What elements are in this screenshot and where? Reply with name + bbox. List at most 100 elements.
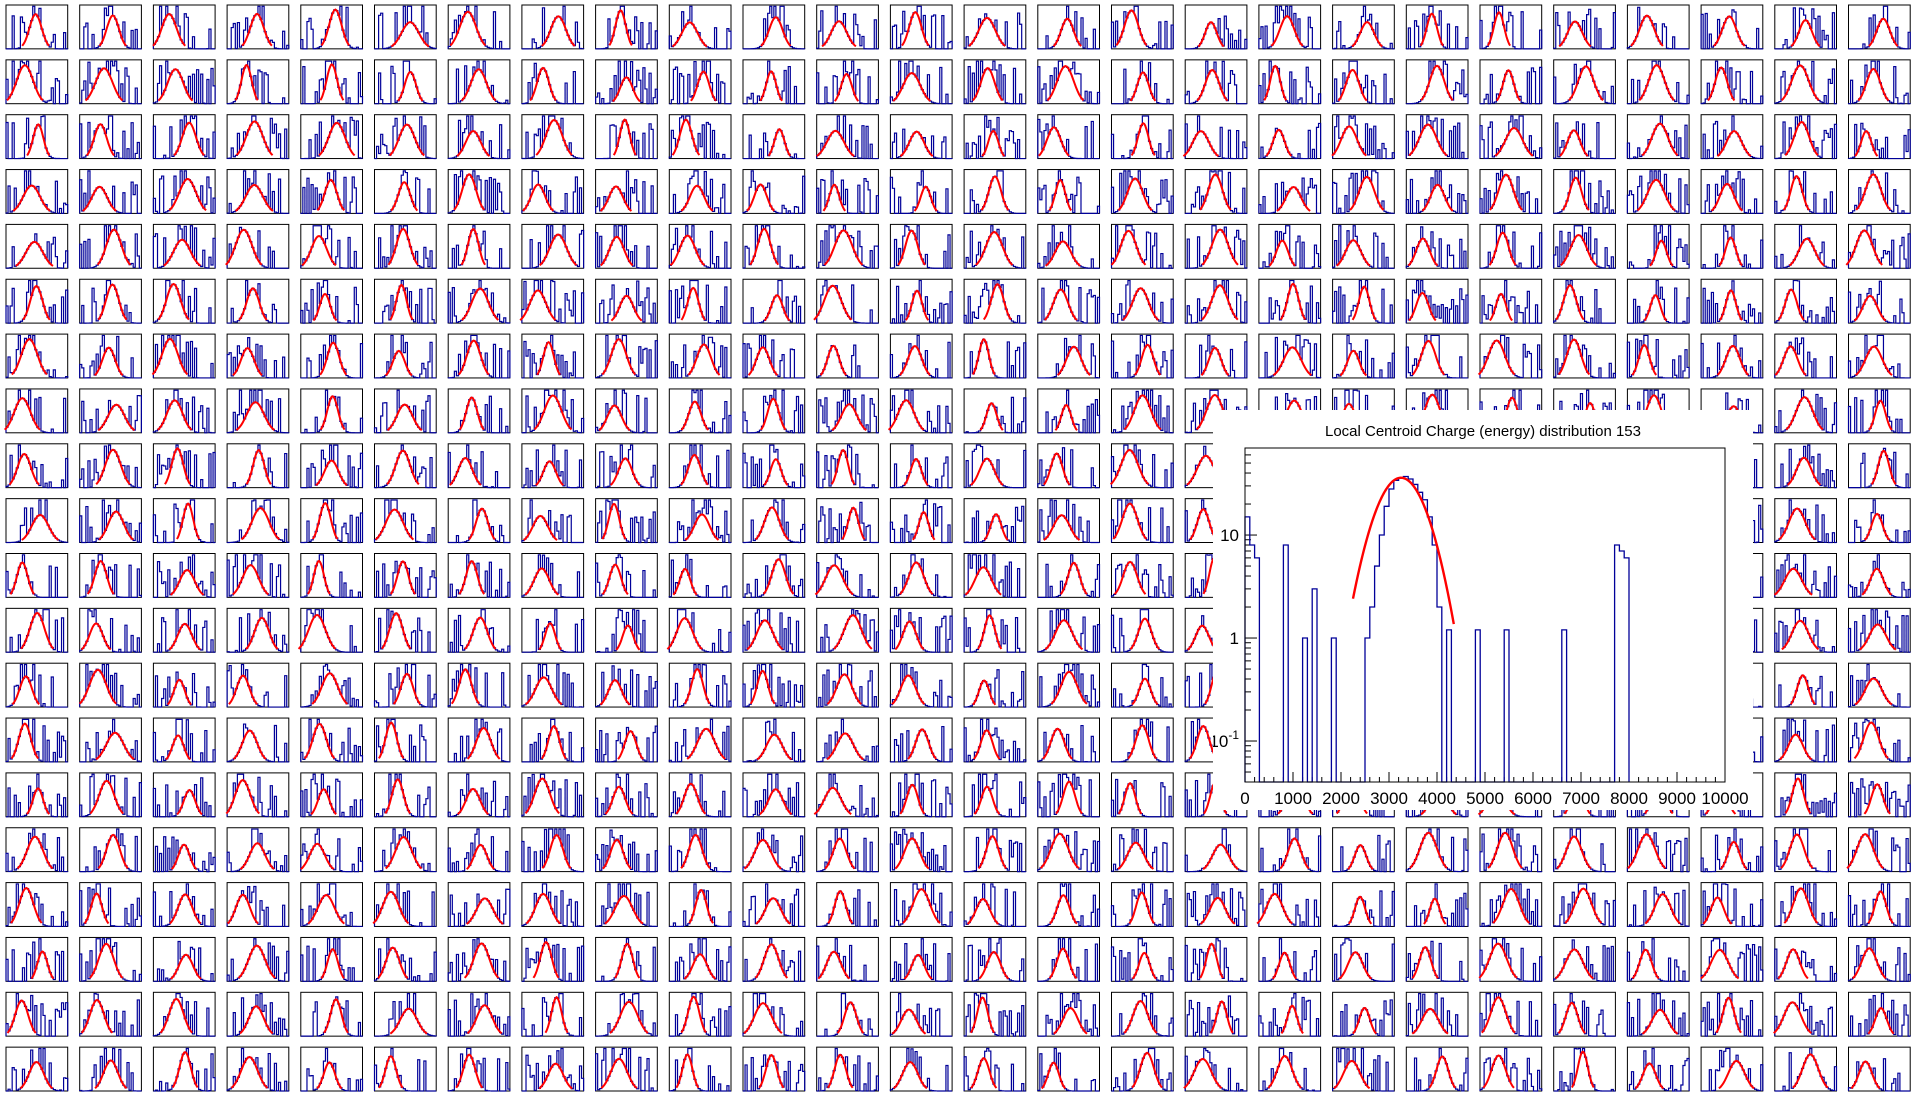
mini-histogram [1479,991,1543,1037]
mini-histogram-fit [535,460,565,487]
mini-histogram-fit [1199,896,1236,925]
mini-histogram-fit [1042,727,1073,760]
mini-histogram-bars [1110,334,1174,379]
mini-histogram [595,388,658,434]
x-tick-label: 9000 [1658,789,1696,808]
mini-histogram-fit [1559,129,1589,157]
mini-histogram [5,443,69,489]
mini-histogram [1110,553,1174,598]
mini-histogram-fit [614,942,641,979]
mini-histogram-fit [964,566,1002,596]
mini-histogram-frame [226,498,290,543]
mini-histogram [1845,223,1911,269]
mini-histogram [226,498,290,544]
mini-histogram [1405,114,1469,160]
zoomed-histogram-panel: Local Centroid Charge (energy) distribut… [1213,410,1753,810]
mini-histogram-fit [1560,233,1598,267]
mini-histogram-fit [458,396,485,431]
mini-histogram-frame [1184,333,1248,379]
mini-histogram [521,1046,585,1092]
mini-histogram [225,223,290,269]
mini-histogram-fit [1128,891,1155,924]
mini-histogram [595,553,658,598]
mini-histogram-frame [5,114,69,160]
mini-histogram-frame [963,498,1027,543]
mini-histogram [1184,223,1248,269]
mini-histogram-fit [903,457,929,486]
mini-histogram [226,936,290,982]
mini-histogram [1110,991,1174,1037]
mini-histogram-fit [1276,185,1311,212]
mini-histogram-bars [1258,828,1322,873]
mini-histogram-fit [968,16,1006,47]
mini-histogram-fit [903,953,933,980]
mini-histogram [1037,936,1101,982]
mini-histogram-fit [381,612,412,650]
mini-histogram [5,607,69,653]
mini-histogram-fit [1333,1059,1371,1090]
mini-histogram-fit [760,397,787,431]
mini-histogram [668,278,732,324]
mini-histogram [889,991,953,1037]
mini-histogram-fit [813,786,852,815]
mini-histogram-frame [1332,278,1395,324]
mini-histogram-fit [1123,999,1158,1034]
mini-histogram-bars [1110,499,1174,544]
mini-histogram-fit [311,501,339,540]
mini-histogram-frame [374,59,437,105]
mini-histogram [1037,443,1101,489]
mini-histogram-bars [152,115,216,160]
mini-histogram-fit [821,20,857,48]
mini-histogram-frame [1405,59,1469,105]
mini-histogram-fit [978,950,1010,980]
mini-histogram-frame [300,278,363,324]
mini-histogram-frame [889,443,953,489]
mini-histogram [963,827,1027,873]
mini-histogram [668,169,732,214]
mini-histogram-fit [538,622,562,651]
mini-histogram [816,827,879,873]
mini-histogram-fit [94,346,124,376]
mini-histogram [1110,936,1174,982]
mini-histogram-bars [1774,883,1838,928]
mini-histogram [1774,662,1838,708]
mini-histogram-fit [1110,229,1147,266]
mini-histogram-fit [85,123,115,157]
mini-histogram-frame [1111,498,1174,543]
mini-histogram [226,991,290,1037]
mini-histogram [79,4,142,50]
mini-histogram-frame [742,882,806,927]
mini-histogram [1626,333,1690,379]
mini-histogram-fit [1636,178,1676,212]
mini-histogram-fit [892,1061,928,1090]
mini-histogram [814,553,879,598]
mini-histogram-bars [1037,115,1100,160]
mini-histogram-frame [963,114,1027,160]
mini-histogram-fit [897,229,926,266]
mini-histogram-fit [1339,349,1368,377]
mini-histogram-fit [8,452,40,486]
mini-histogram-fit [684,513,720,541]
mini-histogram [1037,114,1101,160]
mini-histogram-frame [816,333,879,379]
mini-histogram-fit [1049,894,1078,925]
mini-histogram-fit [541,833,572,869]
mini-histogram-frame [1774,114,1838,160]
mini-histogram-fit [1638,63,1675,101]
mini-histogram-fit [235,120,274,156]
mini-histogram-fit [319,63,345,101]
mini-histogram [300,772,364,818]
mini-histogram-fit [1038,126,1070,157]
mini-histogram-fit [1044,619,1084,651]
mini-histogram-fit [6,999,37,1034]
mini-histogram [742,443,806,489]
mini-histogram [1479,1046,1543,1092]
mini-histogram-frame [5,936,69,982]
mini-histogram [1184,59,1248,105]
mini-histogram-bars [79,225,142,269]
mini-histogram [1479,169,1543,214]
mini-histogram-fit [1134,343,1162,376]
mini-histogram [1848,4,1911,50]
mini-histogram-frame [1553,936,1616,982]
mini-histogram-frame [300,388,363,434]
